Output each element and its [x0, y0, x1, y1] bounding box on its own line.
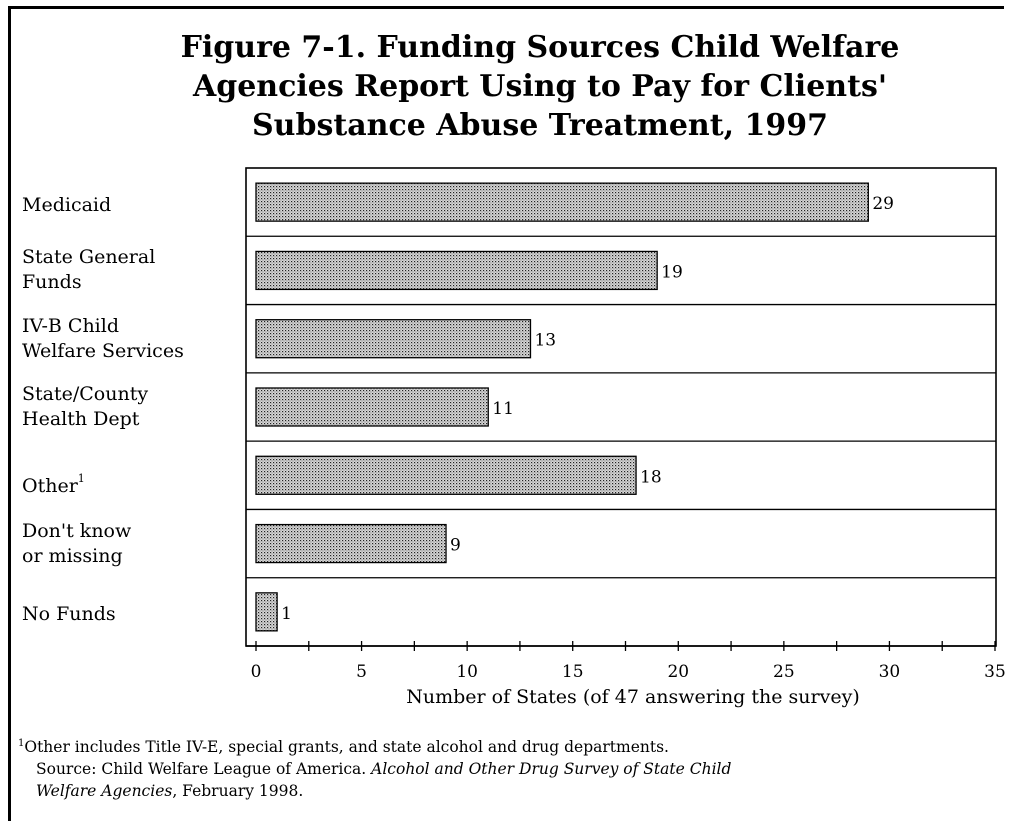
source-line-1: Source: Child Welfare League of America.…	[18, 758, 731, 780]
category-label: No Funds	[22, 602, 116, 627]
source-suffix: , February 1998.	[172, 782, 304, 800]
title-line-1: Figure 7-1. Funding Sources Child Welfar…	[180, 30, 900, 65]
footnote-text: Other includes Title IV-E, special grant…	[24, 738, 669, 756]
category-label-line: Don't know	[22, 519, 132, 542]
category-label: Other1	[22, 466, 85, 499]
x-tick-label: 15	[562, 662, 584, 682]
data-label: 1	[281, 604, 292, 624]
category-label-line: Welfare Services	[22, 339, 184, 362]
bar	[255, 250, 658, 291]
bar	[255, 455, 637, 495]
category-label-line: State General	[22, 246, 156, 269]
category-label-line: Medicaid	[22, 193, 112, 216]
data-label: 13	[534, 331, 556, 351]
source-title-a: Alcohol and Other Drug Survey of State C…	[371, 760, 732, 778]
x-tick-label: 30	[879, 662, 901, 682]
category-label: Don't know or missing	[22, 519, 131, 569]
chart-title: Figure 7-1. Funding Sources Child Welfar…	[150, 28, 930, 145]
x-tick-label: 0	[251, 662, 262, 682]
footnote-marker: 1	[18, 738, 25, 749]
bar	[255, 319, 532, 359]
category-label-line: Funds	[22, 271, 82, 294]
footnote-reference: 1	[77, 471, 85, 485]
footnote: 1Other includes Title IV-E, special gran…	[18, 733, 731, 802]
bar	[255, 182, 869, 222]
bar	[255, 387, 489, 427]
footnote-line: 1Other includes Title IV-E, special gran…	[18, 733, 731, 758]
category-label: State General Funds	[22, 245, 155, 295]
category-label: State/County Health Dept	[22, 382, 148, 432]
category-label-line: State/County	[22, 383, 149, 405]
x-tick-label: 35	[984, 662, 1006, 682]
bar	[255, 523, 447, 564]
x-tick-label: 25	[773, 662, 795, 682]
category-label-line: or missing	[22, 544, 123, 567]
x-tick-label: 10	[456, 662, 478, 682]
x-tick-label: 20	[667, 662, 689, 682]
source-title-b: Welfare Agencies	[36, 782, 173, 800]
source-prefix: Source: Child Welfare League of America.	[36, 760, 372, 778]
category-label-line: Health Dept	[22, 408, 140, 430]
category-label-line: No Funds	[22, 603, 116, 626]
data-label: 9	[450, 536, 461, 556]
data-label: 29	[872, 194, 894, 214]
source-line-2: Welfare Agencies, February 1998.	[18, 780, 731, 802]
data-label: 19	[661, 262, 683, 282]
title-line-2: Agencies Report Using to Pay for Clients…	[192, 69, 888, 104]
figure-frame	[8, 6, 1004, 821]
category-label-line: Other1	[22, 471, 85, 497]
data-label: 18	[640, 467, 662, 487]
x-axis-title: Number of States (of 47 answering the su…	[406, 686, 859, 708]
category-label-line: IV-B Child	[22, 314, 119, 337]
x-tick-label: 5	[356, 662, 367, 682]
category-label: Medicaid	[22, 193, 111, 218]
category-label: IV-B Child Welfare Services	[22, 314, 184, 364]
title-line-3: Substance Abuse Treatment, 1997	[252, 108, 828, 143]
bar	[255, 592, 278, 632]
data-label: 11	[492, 399, 514, 419]
